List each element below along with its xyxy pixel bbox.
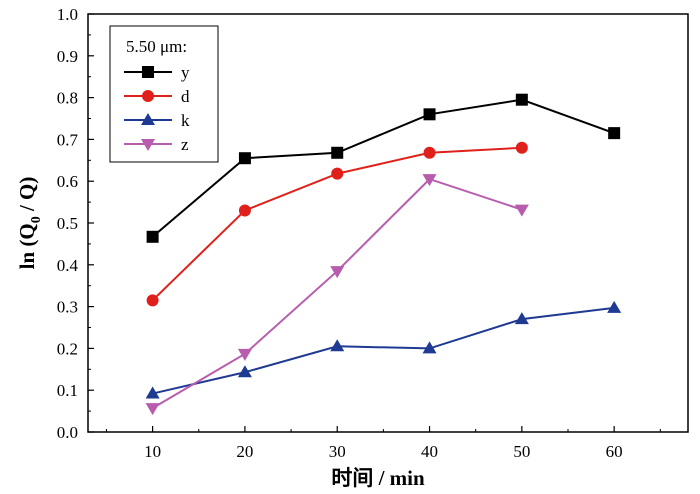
x-tick-label: 40: [421, 442, 438, 461]
y-axis-title-subscript: 0: [29, 216, 44, 223]
x-tick-label: 20: [236, 442, 253, 461]
data-point-d: [331, 167, 344, 180]
x-axis-title: 时间 / min: [331, 466, 425, 490]
data-point-d: [423, 146, 436, 159]
legend-marker-y: [142, 66, 154, 78]
data-point-k: [330, 339, 345, 352]
x-tick-label: 10: [144, 442, 161, 461]
y-tick-label: 0.5: [57, 214, 78, 233]
legend-title: 5.50 μm:: [126, 37, 187, 56]
data-point-y: [423, 108, 436, 121]
legend-label-d: d: [181, 87, 190, 106]
y-tick-label: 0.7: [57, 130, 79, 149]
data-point-y: [331, 146, 344, 159]
data-point-z: [514, 204, 529, 217]
data-point-y: [238, 152, 251, 165]
legend-label-z: z: [181, 135, 189, 154]
series-line-k: [152, 306, 615, 395]
x-tick-label: 50: [513, 442, 530, 461]
y-tick-label: 0.6: [57, 172, 78, 191]
data-point-d: [238, 204, 251, 217]
y-tick-label: 0.4: [57, 256, 79, 275]
series-line-y: [151, 98, 615, 238]
data-point-z: [145, 403, 160, 416]
y-tick-label: 0.1: [57, 381, 78, 400]
x-tick-label: 60: [606, 442, 623, 461]
y-tick-label: 1.0: [57, 5, 78, 24]
data-point-k: [514, 312, 529, 325]
x-tick-label: 30: [329, 442, 346, 461]
legend-box: [109, 25, 219, 163]
data-point-k: [145, 386, 160, 399]
data-point-k: [607, 300, 622, 313]
plot-frame: [87, 13, 689, 433]
legend-label-k: k: [181, 111, 190, 130]
data-point-z: [237, 348, 252, 361]
data-point-y: [146, 230, 159, 243]
data-point-d: [146, 294, 159, 307]
data-point-d: [515, 141, 528, 154]
legend-marker-k: [141, 113, 155, 125]
y-tick-label: 0.3: [57, 298, 78, 317]
legend-label-y: y: [181, 63, 190, 82]
series-line-z: [152, 177, 523, 410]
legend-marker-d: [142, 90, 154, 102]
y-tick-label: 0.8: [57, 89, 78, 108]
data-point-y: [608, 127, 621, 140]
data-point-k: [237, 365, 252, 378]
y-tick-label: 0.0: [57, 423, 78, 442]
data-point-z: [330, 266, 345, 279]
data-point-y: [515, 93, 528, 106]
y-tick-label: 0.2: [57, 339, 78, 358]
data-point-k: [422, 341, 437, 354]
y-axis-title: ln (Q0 / Q): [15, 177, 44, 270]
legend-marker-z: [141, 139, 155, 151]
data-point-z: [422, 174, 437, 187]
y-tick-label: 0.9: [57, 47, 78, 66]
